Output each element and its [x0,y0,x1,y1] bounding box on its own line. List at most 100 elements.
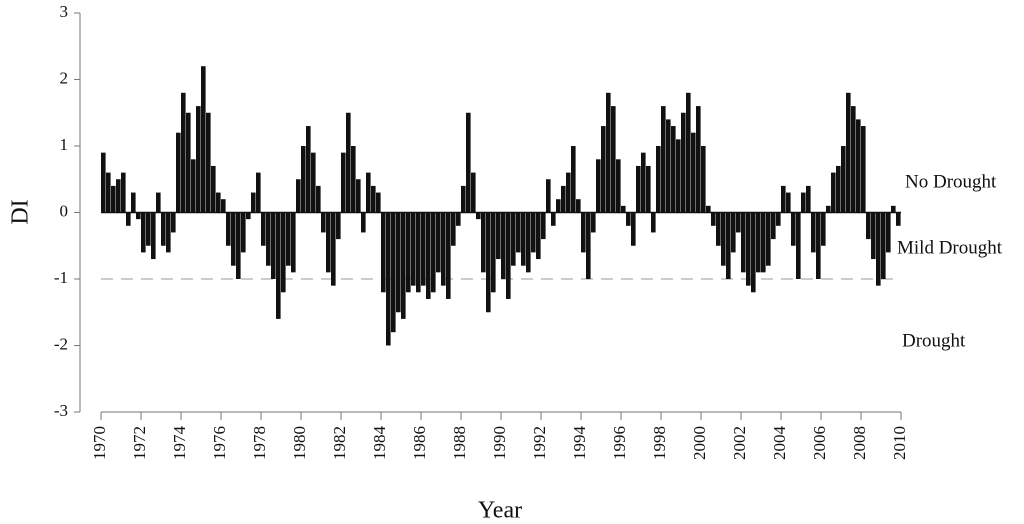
bar [276,212,281,319]
bar [666,119,671,213]
bar [336,212,341,240]
x-tick-label: 1984 [370,426,389,461]
bar [756,212,761,273]
y-tick-label: -3 [54,401,68,420]
bar [416,212,421,293]
bar [401,212,406,319]
bar [471,172,476,213]
bar [586,212,591,279]
x-tick-label: 2000 [690,426,709,460]
y-tick-label: 0 [60,201,69,220]
bar [391,212,396,333]
x-tick-label: 1996 [610,426,629,460]
x-axis-label: Year [478,498,522,524]
bar [306,126,311,213]
y-tick-label: 3 [60,2,69,21]
bar [271,212,276,279]
bar [581,212,586,253]
bar [676,139,681,213]
x-tick-label: 1974 [170,426,189,461]
bar [546,179,551,213]
x-tick-label: 1976 [210,426,229,460]
x-tick-label: 1972 [130,426,149,460]
bar [576,199,581,213]
bar [241,212,246,253]
bar [261,212,266,246]
bar [126,212,131,226]
bar [886,212,891,253]
bar [791,212,796,246]
bar [346,112,351,213]
bar [216,192,221,213]
bar [851,106,856,213]
x-tick-label: 2004 [770,426,789,461]
bar [836,165,841,213]
bar [206,112,211,213]
x-tick-label: 1986 [410,426,429,460]
bar [361,212,366,233]
bar [166,212,171,253]
bar [466,112,471,213]
bar [286,212,291,266]
bar [636,165,641,213]
bar [846,92,851,213]
bar [641,152,646,213]
bar [531,212,536,253]
bar [741,212,746,273]
bar [461,185,466,213]
x-tick-label: 1970 [90,426,109,460]
bar [211,165,216,213]
bar [526,212,531,273]
bar [496,212,501,260]
y-tick-label: 2 [60,68,69,87]
x-tick-label: 1980 [290,426,309,460]
bar [881,212,886,279]
bar [556,199,561,213]
bar [571,146,576,213]
bar [456,212,461,226]
bar [876,212,881,286]
bar [521,212,526,266]
x-tick-label: 2002 [730,426,749,460]
bar [341,152,346,213]
y-axis-label: DI [8,199,34,224]
bar [596,159,601,213]
bar [681,112,686,213]
bar [511,212,516,266]
bar [151,212,156,260]
x-tick-label: 1988 [450,426,469,460]
bar [751,212,756,293]
bar [591,212,596,233]
bar [266,212,271,266]
bar [536,212,541,260]
bar [251,192,256,213]
bar [441,212,446,286]
x-tick-label: 1994 [570,426,589,461]
bar [256,172,261,213]
x-tick-label: 2006 [810,426,829,460]
bar [721,212,726,266]
bar [476,212,481,220]
bar [116,179,121,213]
bar [366,172,371,213]
bar [761,212,766,273]
bar [711,212,716,226]
bar [236,212,241,279]
bar [616,159,621,213]
x-tick-label: 1978 [250,426,269,460]
bar [651,212,656,233]
bar [311,152,316,213]
bar [716,212,721,246]
bar [176,132,181,213]
bar [801,192,806,213]
bar [301,146,306,213]
bar [331,212,336,286]
bar [771,212,776,240]
bar [631,212,636,246]
bar [686,92,691,213]
annotation: No Drought [905,171,997,192]
bar [671,126,676,213]
bar [866,212,871,240]
